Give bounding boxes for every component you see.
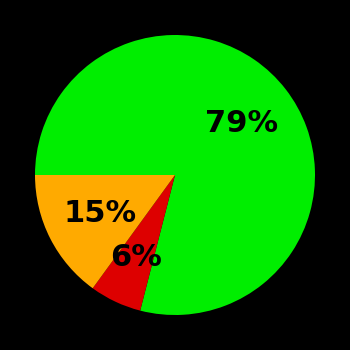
Text: 79%: 79%	[205, 109, 278, 138]
Wedge shape	[93, 175, 175, 310]
Text: 15%: 15%	[64, 199, 137, 228]
Wedge shape	[35, 35, 315, 315]
Text: 6%: 6%	[110, 243, 162, 272]
Wedge shape	[35, 175, 175, 288]
